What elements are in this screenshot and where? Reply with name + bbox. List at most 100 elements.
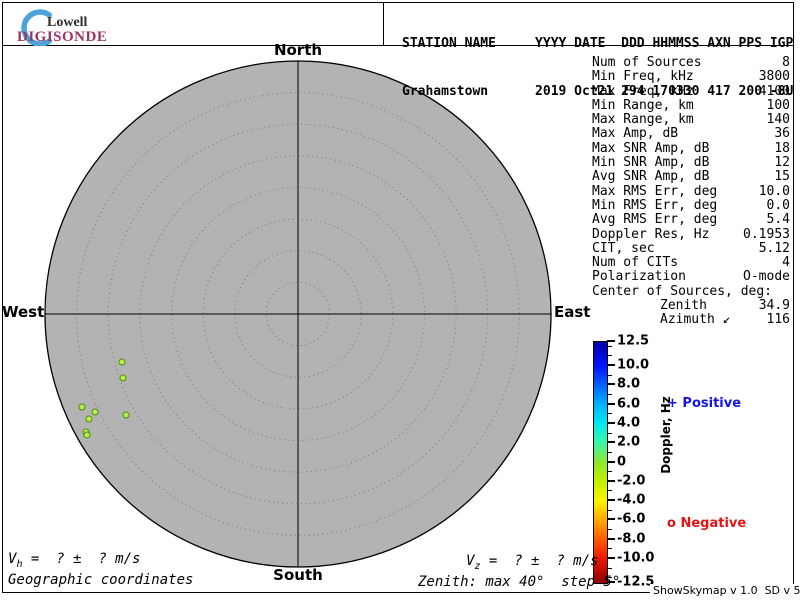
colorbar-tick-label: 6.0 (617, 396, 640, 411)
app-version-label: ShowSkymap v 1.0 SD v 5.1 (650, 584, 800, 597)
param-label: Max Range, km (592, 113, 694, 127)
param-value: 0.1953 (743, 228, 790, 242)
param-label: Num of Sources (592, 56, 702, 70)
param-row: Min Freq, kHz 3800 (592, 70, 790, 84)
colorbar-tick-label: -10.0 (617, 550, 654, 565)
measurement-params-panel: Num of Sources8Min Freq, kHz3800Max Freq… (592, 56, 790, 328)
colorbar-minor-tick (607, 529, 612, 530)
param-label: Center of Sources, deg: (592, 285, 772, 299)
param-value: 18 (774, 142, 790, 156)
colorbar-minor-tick (607, 510, 612, 511)
param-row: Min SNR Amp, dB 12 (592, 156, 790, 170)
param-row: Max Amp, dB 36 (592, 127, 790, 141)
vz-value: = ? ± ? m/s (480, 553, 598, 569)
colorbar-minor-tick (607, 568, 612, 569)
param-value: 5.12 (759, 242, 790, 256)
colorbar-tick-label: 12.5 (617, 334, 649, 349)
colorbar-major-tick (607, 441, 615, 443)
param-row: Doppler Res, Hz 0.1953 (592, 228, 790, 242)
station-header-labels: STATION NAME YYYY DATE DDD HHMMSS AXN PP… (402, 36, 793, 52)
param-label: Zenith (660, 299, 707, 313)
colorbar-minor-tick (607, 413, 612, 414)
colorbar-major-tick (607, 499, 615, 501)
param-value: 10.0 (759, 185, 790, 199)
doppler-colorbar (593, 341, 608, 584)
logo-digisonde-text: DIGISONDE (17, 29, 107, 46)
colorbar-minor-tick (607, 375, 612, 376)
colorbar-major-tick (607, 383, 615, 385)
colorbar-major-tick (607, 340, 615, 342)
negative-label: Negative (676, 516, 746, 531)
param-value: 8 (782, 56, 790, 70)
colorbar-minor-tick (607, 346, 612, 347)
param-value: 140 (767, 113, 790, 127)
param-value: 4 (782, 256, 790, 270)
param-row: CIT, sec 5.12 (592, 242, 790, 256)
south-label: South (268, 566, 328, 584)
vertical-velocity-readout: Vz = ? ± ? m/s (466, 553, 598, 572)
param-value: 34.9 (759, 299, 790, 313)
param-row: Polarization O-mode (592, 270, 790, 284)
colorbar-minor-tick (607, 471, 612, 472)
param-row: Max RMS Err, deg 10.0 (592, 185, 790, 199)
param-row: Avg RMS Err, deg 5.4 (592, 213, 790, 227)
param-label: Polarization (592, 270, 686, 284)
colorbar-major-tick (607, 422, 615, 424)
north-label: North (268, 41, 328, 59)
param-value: O-mode (743, 270, 790, 284)
colorbar-tick-label: -8.0 (617, 531, 645, 546)
param-row: Zenith 34.9 (592, 299, 790, 313)
param-row: Num of Sources 8 (592, 56, 790, 70)
positive-label: Positive (678, 396, 741, 411)
param-label: Min RMS Err, deg (592, 199, 717, 213)
colorbar-tick-label: 10.0 (617, 358, 649, 373)
colorbar-minor-tick (607, 548, 612, 549)
horizontal-velocity-readout: Vh = ? ± ? m/s (8, 551, 140, 570)
coordinate-system-label: Geographic coordinates (8, 572, 193, 588)
param-label: CIT, sec (592, 242, 655, 256)
param-label: Num of CITs (592, 256, 678, 270)
param-row: Max Freq, kHz 4100 (592, 85, 790, 99)
param-row: Num of CITs 4 (592, 256, 790, 270)
param-label: Max Freq, kHz (592, 85, 694, 99)
colorbar-major-tick (607, 480, 615, 482)
param-row: Avg SNR Amp, dB 15 (592, 170, 790, 184)
param-value: 5.4 (767, 213, 790, 227)
param-label: Avg RMS Err, deg (592, 213, 717, 227)
param-label: Min Freq, kHz (592, 70, 694, 84)
param-row: Min RMS Err, deg 0.0 (592, 199, 790, 213)
colorbar-tick-label: 0 (617, 454, 626, 469)
negative-doppler-legend: o Negative (667, 516, 746, 531)
param-value: 15 (774, 170, 790, 184)
param-label: Doppler Res, Hz (592, 228, 709, 242)
colorbar-tick-label: -4.0 (617, 493, 645, 508)
positive-doppler-legend: + Positive (667, 396, 741, 411)
param-row: Max SNR Amp, dB 18 (592, 142, 790, 156)
param-value: 12 (774, 156, 790, 170)
colorbar-tick-label: 2.0 (617, 435, 640, 450)
colorbar-major-tick (607, 403, 615, 405)
param-label: Azimuth ↙ (660, 313, 730, 327)
param-label: Max SNR Amp, dB (592, 142, 709, 156)
param-row: Min Range, km100 (592, 99, 790, 113)
param-label: Max Amp, dB (592, 127, 678, 141)
circle-marker-icon: o (667, 516, 676, 531)
param-value: 0.0 (767, 199, 790, 213)
param-label: Min SNR Amp, dB (592, 156, 709, 170)
colorbar-minor-tick (607, 490, 612, 491)
colorbar-tick-label: -6.0 (617, 512, 645, 527)
plus-marker-icon: + (667, 396, 678, 411)
vh-value: = ? ± ? m/s (22, 551, 140, 567)
colorbar-minor-tick (607, 394, 612, 395)
param-label: Avg SNR Amp, dB (592, 170, 709, 184)
param-value: 36 (774, 127, 790, 141)
param-value: 116 (767, 313, 790, 327)
param-row: Max Range, km 140 (592, 113, 790, 127)
colorbar-minor-tick (607, 452, 612, 453)
param-value: 3800 (759, 70, 790, 84)
zenith-scale-note: Zenith: max 40° step 5° (418, 574, 620, 590)
param-value: 4100 (759, 85, 790, 99)
param-row: Center of Sources, deg: (592, 285, 790, 299)
param-label: Max RMS Err, deg (592, 185, 717, 199)
colorbar-tick-label: -12.5 (617, 575, 654, 590)
